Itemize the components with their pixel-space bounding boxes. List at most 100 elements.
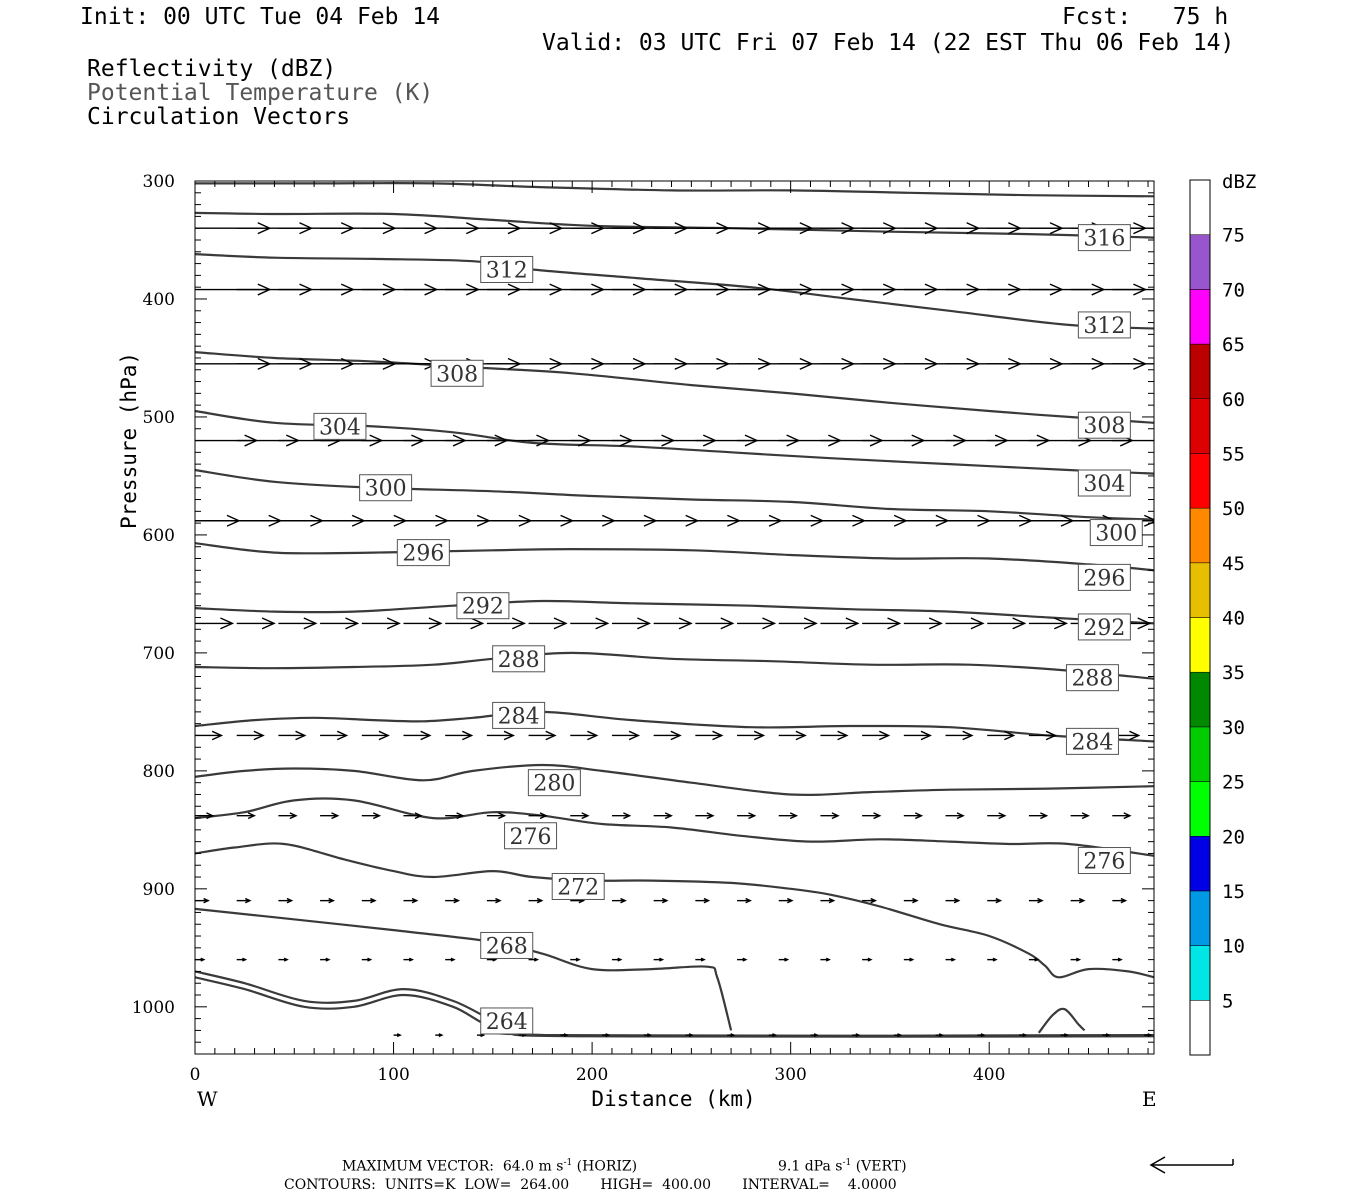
circulation-vector — [903, 730, 932, 741]
circulation-vector — [445, 957, 456, 962]
contour-label: 316 — [1077, 224, 1131, 252]
circulation-vector — [445, 812, 465, 820]
circulation-vector — [403, 730, 432, 741]
circulation-vector — [560, 1033, 569, 1038]
contour-label-text: 304 — [1083, 472, 1125, 497]
west-label: W — [197, 1087, 218, 1111]
colorbar-bin — [1189, 234, 1211, 290]
circulation-vector — [435, 1033, 444, 1038]
circulation-vector — [1060, 1033, 1069, 1038]
contour-label: 292 — [1077, 613, 1131, 641]
circulation-vector — [862, 897, 878, 904]
circulation-vector — [1154, 899, 1167, 903]
contour-label-text: 304 — [319, 415, 361, 440]
colorbar-tick-label: 45 — [1222, 553, 1245, 575]
circulation-vector — [737, 730, 766, 741]
circulation-vector — [945, 812, 965, 820]
contour-label: 264 — [480, 1007, 534, 1035]
circulation-vector — [486, 812, 507, 820]
circulation-vector — [1028, 957, 1040, 962]
colorbar-tick-label: 5 — [1222, 990, 1233, 1012]
circulation-vector — [778, 514, 825, 527]
circulation-vector — [987, 617, 1027, 630]
circulation-vector — [820, 957, 831, 962]
x-axis-label: Distance (km) — [591, 1087, 755, 1111]
circulation-vector — [320, 897, 335, 904]
max-vertical-line: 9.1 dPa s-1 (VERT) — [778, 1159, 907, 1174]
circulation-vector — [528, 812, 548, 820]
x-tick-label: 100 — [377, 1065, 409, 1085]
vertical-exponent: -1 — [842, 1158, 852, 1168]
reference-vector-arrow — [1149, 1156, 1234, 1174]
circulation-vector — [611, 957, 623, 962]
circulation-vector — [528, 957, 540, 962]
max-horizontal-value: 64.0 m s — [502, 1158, 564, 1175]
circulation-vector — [737, 897, 752, 904]
x-tick-label: 400 — [973, 1065, 1005, 1085]
circulation-vector — [1154, 731, 1180, 739]
circulation-vector — [528, 730, 557, 741]
circulation-vector — [195, 514, 241, 527]
contour-label-text: 300 — [365, 477, 407, 502]
x-tick-label: 300 — [774, 1065, 806, 1085]
contour-label: 312 — [480, 255, 534, 283]
circulation-vector — [403, 617, 443, 630]
circulation-vector — [820, 514, 867, 527]
circulation-vector — [695, 812, 715, 820]
circulation-vector — [570, 617, 610, 630]
circulation-vector — [1028, 617, 1069, 630]
circulation-vector — [852, 1033, 861, 1038]
circulation-vector — [486, 514, 533, 527]
circulation-vector — [403, 957, 414, 962]
colorbar-tick-label: 20 — [1222, 826, 1245, 848]
circulation-vector — [977, 1033, 986, 1038]
contour-264 — [195, 970, 1154, 1037]
colorbar-bin — [1189, 890, 1211, 946]
contour-label: 308 — [430, 359, 484, 387]
colorbar-unit: dBZ — [1222, 171, 1256, 193]
y-tick-label: 400 — [143, 290, 175, 310]
circulation-vector — [1112, 288, 1154, 291]
colorbar-bin — [1189, 945, 1211, 1001]
contour-label: 312 — [1077, 311, 1131, 339]
contour-label: 304 — [1077, 469, 1131, 497]
contour-label: 284 — [492, 701, 546, 729]
contour-284 — [195, 710, 1154, 743]
circulation-vector — [737, 617, 777, 630]
circulation-vector — [903, 617, 943, 630]
circulation-vector — [528, 897, 544, 904]
circulation-vector — [195, 617, 235, 630]
colorbar-bin — [1189, 1000, 1211, 1056]
valid-time: Valid: 03 UTC Fri 07 Feb 14 (22 EST Thu … — [542, 30, 1235, 56]
colorbar-bin — [1189, 562, 1211, 618]
circulation-vector — [611, 514, 658, 527]
circulation-vector — [236, 514, 283, 527]
field-circulation-vectors: Circulation Vectors — [87, 104, 351, 130]
circulation-vector — [236, 730, 265, 741]
contour-label: 268 — [480, 931, 534, 959]
circulation-vector — [1154, 813, 1172, 819]
circulation-vector — [903, 514, 950, 527]
circulation-vector — [1070, 812, 1090, 820]
circulation-vector — [1112, 897, 1128, 904]
contour-info: CONTOURS: UNITS=K LOW= 264.00 HIGH= 400.… — [284, 1177, 897, 1193]
circulation-vector — [602, 1033, 611, 1038]
contour-label-text: 316 — [1083, 227, 1125, 252]
x-tick-label: 0 — [190, 1065, 201, 1085]
colorbar-tick-label: 65 — [1222, 334, 1245, 356]
circulation-vector — [445, 897, 461, 904]
circulation-vector — [1018, 1033, 1028, 1038]
circulation-vector — [987, 812, 1007, 820]
max-vertical-value: 9.1 dPa s — [778, 1158, 843, 1175]
circulation-vector — [945, 730, 974, 741]
circulation-vector — [820, 730, 849, 741]
colorbar-bin — [1189, 617, 1211, 673]
circulation-vector — [987, 730, 1016, 741]
circulation-vector — [361, 957, 373, 962]
circulation-vector — [570, 957, 581, 962]
contour-label-text: 312 — [486, 258, 528, 283]
vector-group — [195, 222, 1180, 1038]
contour-268 — [1037, 1007, 1086, 1034]
circulation-vector — [1112, 363, 1154, 365]
